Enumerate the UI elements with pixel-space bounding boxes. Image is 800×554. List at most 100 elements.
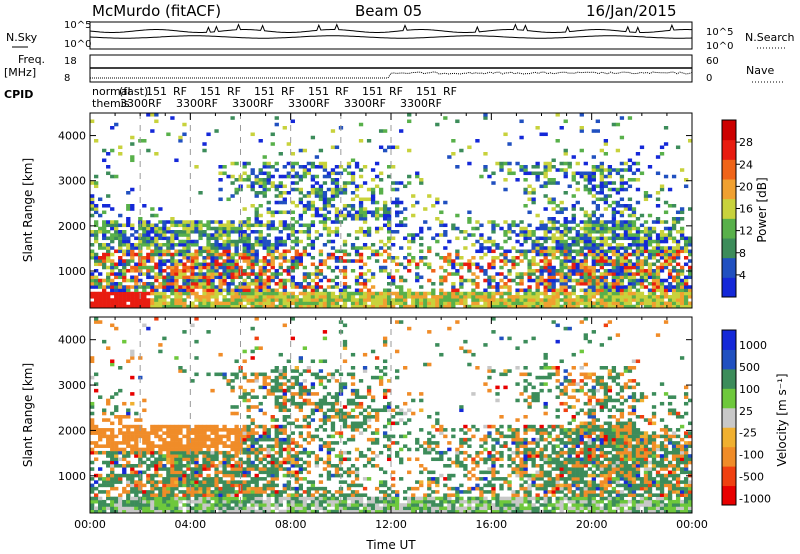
power-cell [479, 249, 484, 254]
power-cell [667, 187, 673, 192]
power-cell [334, 275, 340, 280]
power-cell [619, 288, 625, 293]
power-cell [242, 295, 247, 299]
power-cell [354, 249, 360, 254]
power-cell [286, 233, 291, 237]
velocity-cell [146, 444, 151, 448]
velocity-cell [190, 428, 195, 432]
power-cell [214, 233, 219, 237]
power-cell [230, 304, 235, 309]
power-cell [415, 272, 420, 276]
power-cell [290, 230, 295, 234]
velocity-cell [90, 486, 95, 491]
power-cell [451, 282, 456, 286]
velocity-cell [122, 470, 127, 475]
power-cell [411, 295, 416, 299]
power-cell [419, 298, 424, 302]
velocity-cell [210, 503, 215, 507]
power-cell [687, 285, 693, 289]
velocity-cell [134, 490, 139, 494]
velocity-cell [134, 411, 139, 416]
power-cell [483, 298, 488, 302]
velocity-cell [302, 506, 308, 511]
power-cell [294, 252, 299, 257]
velocity-cell [186, 467, 191, 471]
velocity-cell [118, 509, 123, 514]
power-cell [647, 252, 653, 257]
power-cell [214, 129, 219, 133]
power-cell [579, 282, 584, 286]
power-cell [599, 298, 604, 302]
power-cell [142, 301, 147, 306]
power-cell [447, 291, 452, 296]
velocity-cell [130, 506, 135, 511]
velocity-cell [202, 437, 207, 442]
power-cell [382, 204, 388, 208]
velocity-cell [114, 509, 119, 514]
power-cell [210, 252, 215, 257]
power-cell [98, 278, 103, 283]
power-cell [591, 230, 596, 234]
power-cell [459, 301, 464, 306]
power-cell [663, 291, 669, 296]
power-cell [515, 282, 520, 286]
power-cell [643, 194, 649, 198]
power-cell [463, 278, 468, 283]
power-cell [663, 285, 669, 289]
velocity-cell [126, 408, 131, 413]
power-cell [559, 275, 564, 280]
velocity-cell [102, 411, 107, 416]
velocity-cell [262, 499, 267, 504]
power-cell [615, 272, 621, 276]
power-cell [106, 249, 111, 254]
power-cell [362, 230, 368, 234]
power-cell [306, 272, 312, 276]
power-cell [471, 282, 476, 286]
velocity-cell [122, 431, 127, 435]
velocity-cell [186, 441, 191, 445]
power-cell [615, 259, 621, 263]
power-cell [386, 291, 392, 296]
power-cell [463, 301, 468, 306]
velocity-cell [230, 405, 235, 409]
velocity-cell [294, 441, 299, 445]
power-cell [150, 301, 155, 306]
power-cell [467, 161, 472, 166]
power-cell [515, 298, 520, 302]
power-cell [535, 171, 540, 176]
power-cell [451, 285, 456, 289]
power-cell [683, 291, 689, 296]
power-cell [571, 249, 576, 254]
power-cell [270, 275, 275, 280]
power-cell [250, 171, 255, 176]
velocity-cell [118, 493, 123, 497]
velocity-cell [266, 382, 271, 386]
power-cell [358, 139, 364, 143]
power-cell [262, 262, 267, 267]
velocity-cell [182, 477, 187, 481]
velocity-cell [190, 499, 195, 504]
power-cell [310, 223, 316, 228]
power-cell [258, 298, 263, 302]
power-cell [507, 226, 512, 231]
power-cell [587, 220, 592, 224]
velocity-cell [246, 460, 251, 465]
power-cell [543, 226, 548, 231]
power-cell [579, 113, 584, 117]
power-cell [202, 275, 207, 280]
power-cell [222, 262, 227, 267]
power-cell [146, 113, 151, 117]
power-cell [519, 304, 524, 309]
power-cell [571, 174, 576, 179]
power-cell [587, 178, 592, 182]
velocity-cell [266, 434, 271, 439]
power-cell [190, 252, 195, 257]
velocity-cell [174, 467, 179, 471]
power-cell [599, 265, 604, 270]
velocity-cell [170, 499, 175, 504]
velocity-cell [186, 509, 191, 514]
power-cell [395, 301, 400, 306]
power-cell [551, 275, 556, 280]
velocity-cell [266, 506, 271, 511]
power-cell [110, 174, 115, 179]
